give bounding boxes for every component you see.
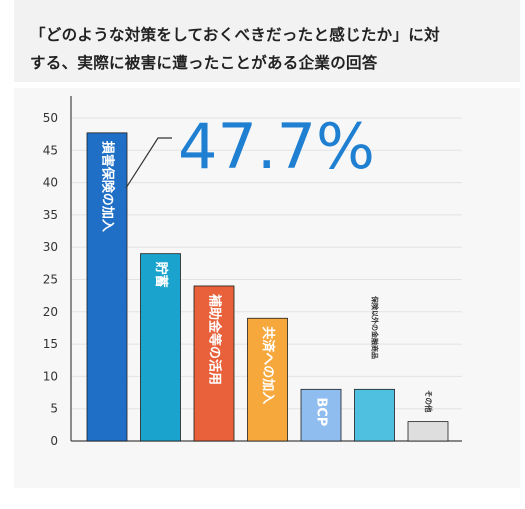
- bar-label: その他: [424, 390, 434, 413]
- y-tick-label: 20: [43, 305, 58, 319]
- callout-value: 47.7%: [178, 110, 375, 183]
- y-tick-label: 5: [50, 402, 58, 416]
- y-tick-label: 15: [43, 337, 58, 351]
- bar-label: 共済への加入: [260, 326, 276, 404]
- bar-label: 損害保険の加入: [100, 141, 116, 232]
- bar: [354, 388, 395, 442]
- y-tick-label: 0: [50, 434, 58, 448]
- bar: [86, 132, 128, 442]
- bar-label: BCP: [314, 397, 329, 426]
- bar-label: 貯蓄: [153, 262, 169, 288]
- bar: [300, 388, 342, 442]
- bar-label: 保険以外の金融商品: [371, 295, 380, 359]
- title-band: [14, 0, 520, 82]
- y-tick-label: 30: [43, 240, 58, 254]
- bar-label: 補助金等の活用: [207, 293, 223, 385]
- bar: [247, 317, 288, 442]
- y-tick-label: 25: [43, 273, 58, 287]
- y-tick-label: 45: [43, 143, 58, 157]
- bar: [193, 285, 235, 442]
- y-tick-label: 40: [43, 176, 58, 190]
- y-tick-label: 10: [43, 369, 58, 383]
- bar: [140, 253, 181, 442]
- bar: [407, 421, 449, 442]
- chart-title-line-1: 「どのような対策をしておくべきだったと感じたか」に対: [30, 26, 440, 44]
- chart-title-line-2: する、実際に被害に遭ったことがある企業の回答: [30, 54, 378, 72]
- y-tick-label: 35: [43, 208, 58, 222]
- callout-leader-line: [125, 137, 172, 189]
- y-tick-label: 50: [43, 111, 58, 125]
